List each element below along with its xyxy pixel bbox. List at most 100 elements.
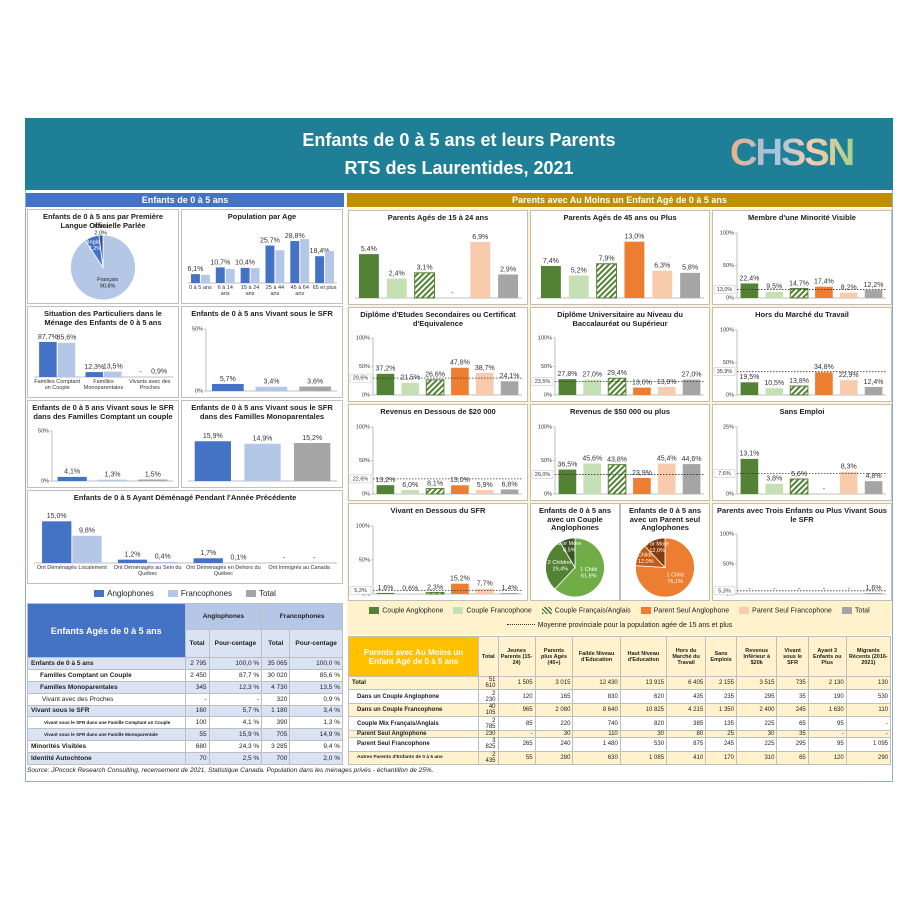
cell: 12 430 (572, 675, 621, 691)
chart-panel: Membre d'une Minorité Visible 0% 50% 100% 22… (712, 210, 892, 305)
bar (624, 241, 645, 298)
column-header: Vivant sous le SFR (776, 636, 809, 677)
average-label: 13,0% (717, 287, 733, 293)
chart-plot: 0%50%100%37,2%21,5% 26,6%47,8%38,7%24,1%2… (349, 335, 522, 398)
legend-label: Couple Francophone (466, 607, 532, 615)
bar (325, 250, 335, 283)
pie-value-label: 29,4% (553, 567, 569, 573)
chart-panel: Enfants de 0 à 5 ans Vivant sous le SFR … (181, 400, 343, 488)
average-label: 7,6% (718, 471, 731, 477)
column-header: Sans Emplois (705, 636, 737, 677)
row-label: Autres Parents d'Enfants de 0 à 5 ans (347, 750, 480, 765)
cell: 2,0 % (289, 752, 343, 765)
table: Enfants Agés de 0 à 5 ans Anglophones Fran… (27, 603, 343, 765)
table-row: Dans un Couple Francophone 40 105 965 2 080… (347, 702, 892, 718)
cell: 2 155 (705, 675, 737, 691)
chart-plot: Français 90,8% Anglais 7,2% Autres 2,0% (70, 225, 136, 301)
value-label: 5,8% (682, 265, 698, 272)
bar (57, 476, 87, 481)
y-tick-label: 100% (720, 531, 734, 537)
legend: Anglophones Francophones Total (27, 586, 343, 601)
bar (765, 388, 784, 395)
y-tick-label: 0% (362, 392, 370, 398)
y-tick-label: 0% (544, 491, 552, 497)
value-label: 22,4% (739, 275, 759, 282)
cell: 4 730 (261, 680, 291, 694)
cell: 4,1 % (208, 716, 263, 730)
chart-panel: Diplôme Universitaire au Niveau du Bacca… (530, 307, 710, 402)
value-label: 15,9% (203, 433, 223, 440)
cell: 40 105 (478, 702, 499, 718)
bar (425, 591, 445, 595)
y-tick-label: 0% (726, 295, 734, 301)
cell: 1 350 (705, 702, 737, 718)
bar (451, 583, 469, 594)
value-label: 6,8% (502, 481, 518, 488)
row-label: Total (347, 675, 480, 691)
value-label: 13,9% (657, 379, 677, 386)
cell: 14,9 % (289, 728, 343, 742)
cell: 2 130 (807, 675, 847, 691)
value-label: 47,8% (450, 360, 470, 367)
cell: 235 (705, 689, 737, 704)
bar (633, 477, 651, 494)
cell: 35 (776, 689, 809, 704)
title: Enfants de 0 à 5 ans et leurs Parents (302, 130, 616, 150)
x-tick-label: 15 à 24 ans (240, 285, 260, 298)
bar (740, 283, 759, 298)
legend: Couple Anglophone Couple Francophone Coupl… (348, 604, 891, 617)
column-header: Total (478, 636, 499, 677)
cell: 265 (497, 737, 536, 752)
legend-swatch (841, 606, 852, 614)
chart-title: Diplôme d'Etudes Secondaires ou Certific… (360, 310, 516, 328)
y-tick-label: 0% (726, 491, 734, 497)
cell: 3 285 (261, 740, 291, 753)
cell: 3,4 % (289, 704, 343, 718)
pie-category: Autres (93, 225, 109, 231)
legend-swatch (453, 606, 464, 614)
cell: 1 630 (807, 702, 847, 718)
cell: 30 (735, 729, 778, 739)
cell: 435 (666, 689, 707, 704)
chart-panel: Situation des Particuliers dans le Ménag… (27, 306, 179, 398)
y-tick-label: 0% (41, 478, 49, 484)
chart-title: Diplôme Universitaire au Niveau du Bacca… (557, 310, 683, 328)
y-tick-label: 50% (359, 458, 370, 464)
x-tick-label: 25 à 44 ans (265, 285, 285, 298)
value-label: 43,8% (607, 456, 627, 463)
value-label: 12,4% (864, 379, 884, 386)
value-label: 1,6% (866, 585, 882, 592)
bar (315, 256, 325, 283)
cell: 320 (261, 692, 291, 706)
chart-title: Parents Agés de 15 à 24 ans (387, 213, 489, 222)
source: Source: JPocock Research Consulting, rec… (27, 767, 434, 774)
cell: 5,7 % (208, 704, 263, 718)
row-label: Vivant sous le SFR dans une Famille Comp… (27, 716, 186, 730)
average-box (713, 367, 736, 376)
cell: 2 080 (534, 702, 574, 718)
value-label: 13,1% (739, 451, 759, 458)
pie-slice (98, 234, 104, 268)
average-box (349, 474, 372, 484)
cell: 295 (735, 689, 778, 704)
column-header: Faible Niveau d'Education (572, 636, 621, 677)
chart-plot: 0% 50% 100% 13,2% 6,0% 8,1% 13,0% 5,9% 6,8% 22,6% (349, 424, 522, 497)
legend-swatch (94, 590, 105, 598)
legend-item: Total (841, 606, 870, 614)
value-label: 5,7% (220, 376, 236, 383)
chart-title: Revenus en Dessous de $20 000 (380, 407, 496, 416)
value-label: 3,8% (766, 476, 782, 483)
value-label: 8,2% (841, 285, 857, 292)
legend-swatch (541, 606, 552, 614)
cell: 2,5 % (208, 752, 263, 765)
average-label: 23,5% (535, 379, 551, 385)
value-label: 3,1% (417, 265, 433, 272)
cell: 700 (261, 752, 291, 765)
cell: 225 (735, 737, 778, 752)
column-header: Migrants Récents (2016-2021) (845, 636, 892, 677)
legend-label: Anglophones (107, 589, 154, 598)
value-label: 18,4% (310, 248, 330, 255)
cell: 1 085 (619, 750, 668, 765)
value-label: 15,2% (302, 435, 322, 442)
cell: - (845, 716, 892, 731)
